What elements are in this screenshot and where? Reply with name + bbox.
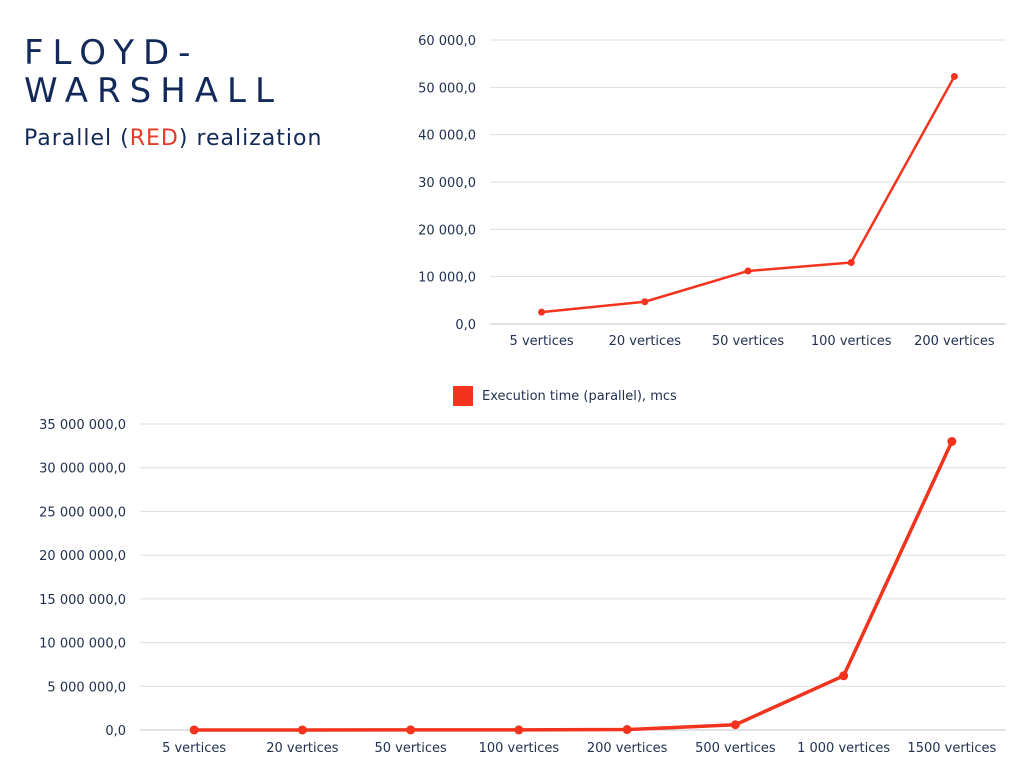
bottom-x-tick-label: 200 vertices <box>587 741 668 756</box>
top-data-point <box>538 308 546 316</box>
title-line-1: FLOYD- <box>24 33 200 73</box>
chart-legend: Execution time (parallel), mcs <box>453 386 677 406</box>
legend-label: Execution time (parallel), mcs <box>482 388 677 404</box>
top-y-tick-label: 20 000,0 <box>418 223 476 238</box>
bottom-data-point <box>947 436 957 446</box>
page-subtitle: Parallel (RED) realization <box>24 126 322 151</box>
page-title: FLOYD- WARSHALL <box>24 34 283 110</box>
bottom-x-tick-label: 500 vertices <box>695 741 776 756</box>
top-y-tick-label: 10 000,0 <box>418 271 476 286</box>
bottom-data-point <box>730 720 740 730</box>
bottom-data-point <box>406 725 416 735</box>
bottom-y-tick-label: 25 000 000,0 <box>39 505 126 520</box>
title-line-2: WARSHALL <box>24 71 283 111</box>
legend-swatch <box>453 386 473 406</box>
top-x-tick-label: 50 vertices <box>712 334 785 349</box>
bottom-data-point <box>189 725 199 735</box>
bottom-x-tick-label: 5 vertices <box>162 741 226 756</box>
bottom-data-point <box>622 725 632 735</box>
top-y-tick-label: 40 000,0 <box>418 129 476 144</box>
bottom-series-line <box>192 439 954 732</box>
bottom-y-tick-label: 15 000 000,0 <box>39 593 126 608</box>
top-data-point <box>641 298 649 306</box>
bottom-x-tick-label: 20 vertices <box>266 741 339 756</box>
subtitle-text-after: ) realization <box>178 126 323 151</box>
bottom-y-tick-label: 30 000 000,0 <box>39 462 126 477</box>
top-x-tick-label: 20 vertices <box>609 334 682 349</box>
bottom-y-tick-label: 0,0 <box>105 724 126 739</box>
bottom-y-tick-label: 5 000 000,0 <box>47 680 126 695</box>
top-y-tick-label: 0,0 <box>455 318 476 333</box>
bottom-y-tick-label: 10 000 000,0 <box>39 637 126 652</box>
top-x-tick-label: 100 vertices <box>811 334 892 349</box>
top-data-point <box>847 258 855 266</box>
top-x-tick-label: 5 vertices <box>510 334 574 349</box>
bottom-data-point <box>514 725 524 735</box>
bottom-x-tick-label: 1500 vertices <box>907 741 996 756</box>
bottom-x-tick-label: 1 000 vertices <box>797 741 890 756</box>
bottom-x-tick-label: 100 vertices <box>479 741 560 756</box>
top-data-point <box>744 267 752 275</box>
top-y-tick-label: 50 000,0 <box>418 81 476 96</box>
bottom-data-point <box>839 671 849 681</box>
bottom-data-point <box>297 725 307 735</box>
subtitle-text-before: Parallel ( <box>24 126 130 151</box>
top-data-point <box>950 72 958 80</box>
bottom-y-tick-label: 20 000 000,0 <box>39 549 126 564</box>
subtitle-accent: RED <box>129 126 179 151</box>
chart-large-graphs: 0,0 5 000 000,0 10 000 000,0 15 000 000,0 20… <box>39 418 1006 756</box>
chart-small-graphs: 0,0 10 000,0 20 000,0 30 000,0 40 000,0 50 00… <box>418 34 1006 349</box>
top-y-tick-label: 60 000,0 <box>418 34 476 49</box>
top-y-tick-label: 30 000,0 <box>418 176 476 191</box>
bottom-x-tick-label: 50 vertices <box>374 741 447 756</box>
bottom-y-tick-label: 35 000 000,0 <box>39 418 126 433</box>
top-x-tick-label: 200 vertices <box>914 334 995 349</box>
